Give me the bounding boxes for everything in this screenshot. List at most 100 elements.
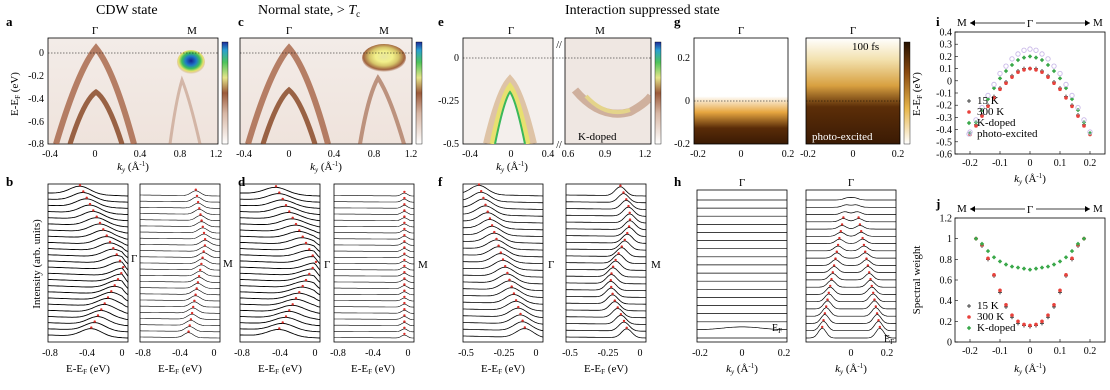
photo-excited-label-g: photo-excited [812,131,873,143]
data-point-k-doped [985,248,991,254]
xlabel-h1-sub: y [730,368,735,376]
edc-d2-peak-marker [403,203,406,206]
edc-b1-peak-marker [78,184,82,187]
xlabel-b1-unit: (eV) [87,363,110,375]
edc-d1-peak-marker [274,185,278,188]
edc-d1-peak-marker [278,191,281,194]
data-point-300-k [1040,70,1044,75]
edc-d1-peak-marker [314,260,318,264]
edc-d2-curve [333,204,414,209]
xlabel-d2-sub: F [368,368,372,376]
edc-d2-peak-marker [403,264,406,268]
tick-a-y-3: -0.6 [28,117,44,128]
xlabel-d2-unit: (eV) [372,363,395,375]
mdc-h2-peak-marker [858,223,862,226]
edc-b2-curve [140,246,221,252]
edc-d1-curve [240,292,321,302]
edc-f1-peak-marker [480,190,483,193]
edc-d1-peak-marker [301,235,304,238]
ylabel-i-unit: (eV) [911,72,923,95]
edc-f1-peak-marker [523,326,526,329]
y-tick-label: 0.2 [940,52,953,63]
band-outer-c [245,43,331,144]
edc-f1-curve [463,300,544,312]
m-pocket-a [177,50,205,74]
edc-f2-curve [565,321,646,332]
edc-d1-peak-marker [291,303,294,306]
edc-d1-curve [239,230,321,240]
edc-d2-peak-marker [403,314,406,317]
tick-a-x-3: 0.8 [174,149,187,160]
data-point-photo-excited [991,81,997,88]
edc-b2-curve [140,270,221,277]
edc-d1-peak-marker [281,321,284,324]
edc-b1-peak-marker [116,278,120,281]
data-point-300-k [1070,256,1074,261]
edc-b2-peak-marker [201,256,204,259]
mdc-h2-curve [806,197,896,201]
edc-b1-peak-marker [82,190,85,193]
xlabel-d2: E-EF (eV) [351,363,395,376]
data-point-300-k [1028,66,1032,71]
xlabel-j-k: k [1014,363,1020,375]
tick-f-x-0: -0.5 [458,348,474,359]
panel-a-map [53,43,205,144]
legend-label: 15 K [977,95,999,107]
edc-b2-peak-marker [198,207,201,210]
edc-f2-curve [565,287,646,298]
edc-f2-curve [566,280,647,292]
edc-f2-curve [566,240,646,251]
edc-b2-curve [139,252,220,258]
edc-f1-curve [462,232,543,244]
tick-b-x-0: -0.8 [42,348,58,359]
mdc-h2-curve [806,211,896,215]
edc-b2-curve [140,240,221,246]
tick-e-x-1: 0 [509,149,514,160]
gamma-label-d: Γ [324,259,330,271]
edc-f2-curve [566,253,646,264]
edc-d2-curve [334,322,415,326]
edc-d2-curve [334,235,414,240]
edc-b1-peak-marker [85,196,88,199]
mdc-h2-curve [806,232,896,237]
tick-b-x-1: -0.4 [79,348,95,359]
edc-b2-peak-marker [192,305,195,309]
data-point-300-k [1010,75,1014,79]
colorbar-e [654,41,662,145]
mdc-h1-curve [696,326,788,331]
edc-f1-peak-marker [514,299,518,302]
tick-c-x-0: -0.4 [236,149,252,160]
edc-d2-curve [334,328,414,333]
edc-f1-peak-marker [512,292,516,295]
x-tick-label: 0.1 [1054,346,1067,357]
xlabel-h1-unit: (Å [734,363,748,375]
legend-marker [966,131,972,137]
edc-stack-f2 [565,184,647,339]
y-tick-label: 1.2 [940,214,953,225]
data-point-300-k [1028,323,1032,328]
gamma-label-g2: Γ [850,25,856,37]
mdc-h2-peak-marker [878,325,881,329]
panel-f: f Γ M -0.5 -0.25 0 -0.5 -0.25 0 E-EF (eV… [438,174,661,376]
xlabel-d1-sub: F [275,368,279,376]
edc-b1-peak-marker [88,202,92,206]
tick-a-x-1: 0 [93,149,98,160]
edc-f1-curve [462,273,543,285]
tick-a-x-2: 0.4 [134,149,147,160]
y-tick-label: -0.3 [936,113,952,124]
tick-g-x-5: 0.2 [892,149,905,160]
arrow-left-head-i [970,20,975,26]
gamma-label-h2: Γ [848,177,854,189]
edc-d1-curve [239,249,321,259]
data-point-k-doped [1051,68,1057,74]
edc-d1-peak-marker [288,309,291,312]
edc-f2-peak-marker [627,204,630,208]
edc-b2-curve [139,326,220,333]
edc-b2-curve [140,196,221,203]
mdc-h2-peak-marker [835,250,838,253]
data-point-photo-excited [1027,46,1033,52]
mdc-h2-peak-marker [840,223,844,226]
edc-f2-curve [566,307,646,319]
panel-g-left-frame [693,37,789,145]
